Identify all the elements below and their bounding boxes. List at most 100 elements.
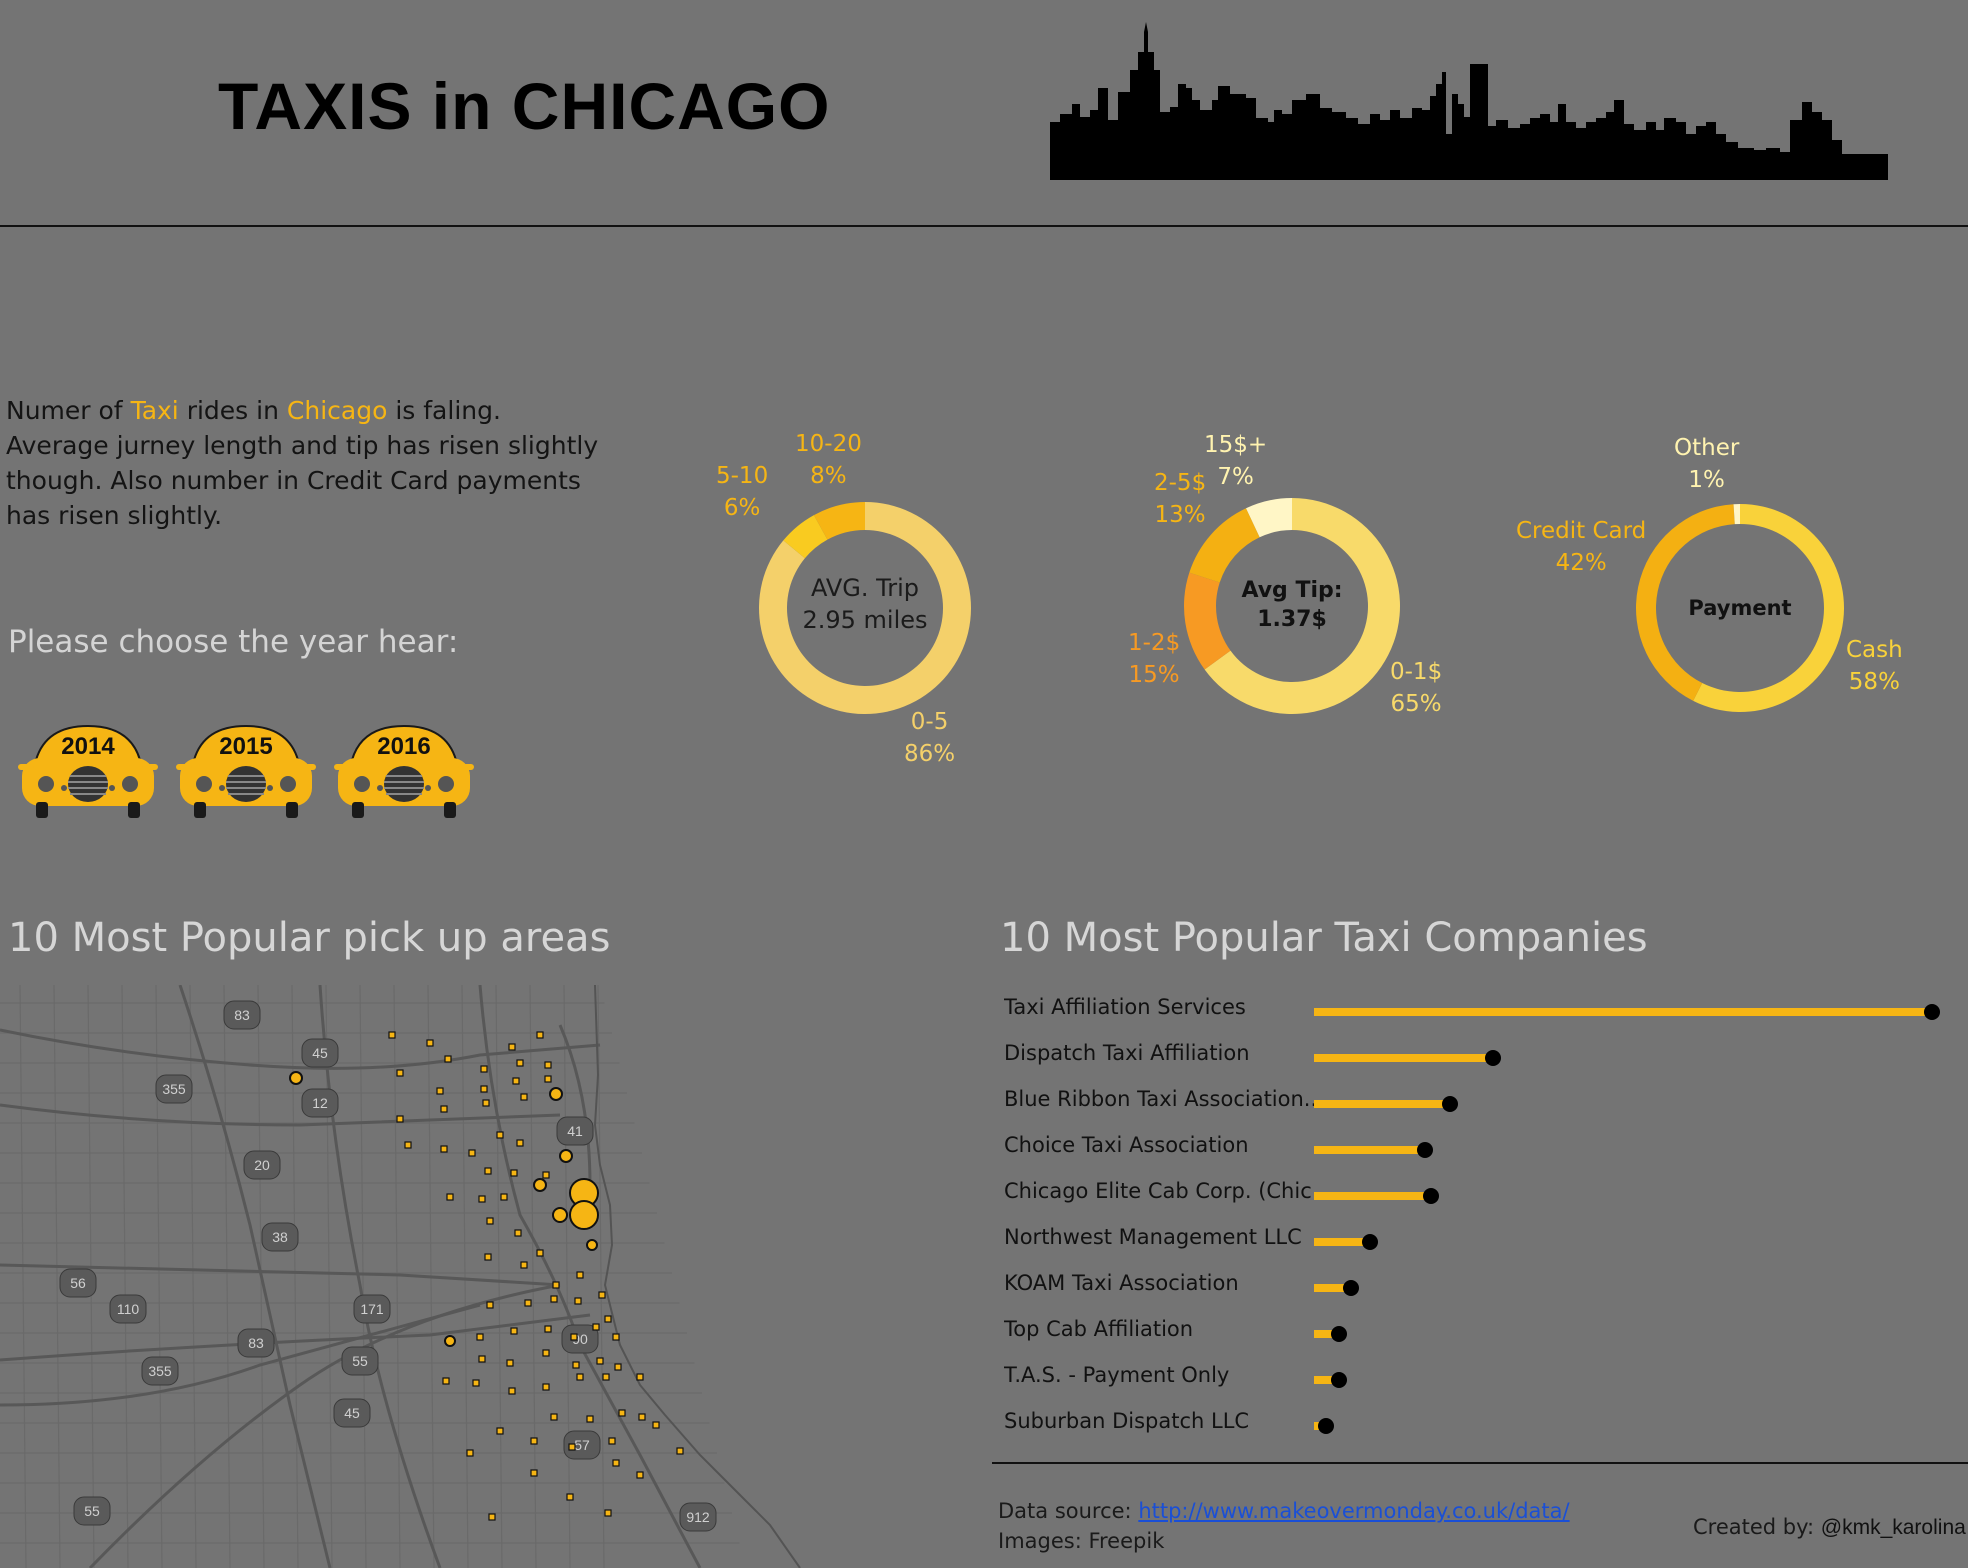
pickup-point[interactable] [484, 1167, 492, 1175]
pickup-point[interactable] [572, 1361, 580, 1369]
pickup-point[interactable] [486, 1217, 494, 1225]
company-bar-endpoint[interactable] [1330, 1326, 1347, 1342]
pickup-hotspot[interactable] [289, 1071, 303, 1085]
company-bar[interactable] [1314, 1376, 1339, 1384]
pickup-point[interactable] [506, 1359, 514, 1367]
pickup-hotspot[interactable] [586, 1239, 598, 1251]
pickup-point[interactable] [488, 1513, 496, 1521]
pickup-point[interactable] [596, 1357, 604, 1365]
pickup-point[interactable] [496, 1427, 504, 1435]
company-row[interactable]: Top Cab Affiliation [1004, 1317, 1944, 1347]
companies-bar-chart[interactable]: Taxi Affiliation Services Dispatch Taxi A… [1004, 995, 1944, 1435]
company-row[interactable]: Suburban Dispatch LLC [1004, 1409, 1944, 1439]
pickup-hotspot[interactable] [552, 1207, 568, 1223]
pickup-point[interactable] [542, 1383, 550, 1391]
pickup-hotspot[interactable] [533, 1178, 547, 1192]
pickup-point[interactable] [520, 1261, 528, 1269]
pickup-point[interactable] [524, 1299, 532, 1307]
company-bar-endpoint[interactable] [1343, 1280, 1360, 1296]
pickup-point[interactable] [544, 1075, 552, 1083]
pickup-point[interactable] [500, 1193, 508, 1201]
pickup-point[interactable] [442, 1377, 450, 1385]
company-bar[interactable] [1314, 1100, 1450, 1108]
donut-segment-2-5-[interactable] [1189, 508, 1260, 583]
pickup-point[interactable] [550, 1295, 558, 1303]
pickup-point[interactable] [530, 1469, 538, 1477]
pickup-point[interactable] [536, 1249, 544, 1257]
company-bar[interactable] [1314, 1192, 1432, 1200]
pickup-point[interactable] [612, 1333, 620, 1341]
pickup-point[interactable] [510, 1169, 518, 1177]
pickup-hotspot[interactable] [569, 1200, 599, 1230]
pickup-hotspot[interactable] [549, 1087, 563, 1101]
company-row[interactable]: Choice Taxi Association [1004, 1133, 1944, 1163]
pickup-point[interactable] [444, 1055, 452, 1063]
pickup-point[interactable] [440, 1145, 448, 1153]
trip-distance-donut[interactable] [755, 498, 975, 718]
pickup-point[interactable] [652, 1421, 660, 1429]
pickup-point[interactable] [552, 1281, 560, 1289]
pickup-point[interactable] [550, 1413, 558, 1421]
company-bar[interactable] [1314, 1238, 1370, 1246]
pickup-point[interactable] [480, 1085, 488, 1093]
pickup-point[interactable] [612, 1459, 620, 1467]
company-row[interactable]: Northwest Management LLC [1004, 1225, 1944, 1255]
pickup-point[interactable] [636, 1373, 644, 1381]
pickup-point[interactable] [618, 1409, 626, 1417]
year-button-2016[interactable]: 2016 [334, 718, 474, 822]
company-bar-endpoint[interactable] [1924, 1004, 1940, 1020]
company-bar[interactable] [1314, 1008, 1932, 1016]
pickup-point[interactable] [602, 1373, 610, 1381]
pickup-point[interactable] [586, 1415, 594, 1423]
pickup-hotspot[interactable] [444, 1335, 456, 1347]
pickup-point[interactable] [544, 1325, 552, 1333]
company-bar-endpoint[interactable] [1423, 1188, 1440, 1204]
year-button-2015[interactable]: 2015 [176, 718, 316, 822]
company-bar-endpoint[interactable] [1318, 1418, 1335, 1434]
pickup-point[interactable] [440, 1105, 448, 1113]
donut-segment-0-1-[interactable] [1204, 498, 1400, 714]
pickup-point[interactable] [512, 1077, 520, 1085]
pickup-point[interactable] [516, 1139, 524, 1147]
pickup-point[interactable] [436, 1087, 444, 1095]
pickup-point[interactable] [574, 1297, 582, 1305]
company-row[interactable]: Dispatch Taxi Affiliation [1004, 1041, 1944, 1071]
pickup-point[interactable] [484, 1253, 492, 1261]
company-bar[interactable] [1314, 1054, 1494, 1062]
pickup-point[interactable] [604, 1315, 612, 1323]
company-bar-endpoint[interactable] [1361, 1234, 1378, 1250]
company-bar[interactable] [1314, 1146, 1426, 1154]
company-row[interactable]: Taxi Affiliation Services [1004, 995, 1944, 1025]
pickup-point[interactable] [608, 1437, 616, 1445]
pickup-point[interactable] [476, 1333, 484, 1341]
pickup-point[interactable] [466, 1449, 474, 1457]
pickup-point[interactable] [496, 1131, 504, 1139]
pickup-point[interactable] [396, 1069, 404, 1077]
pickup-point[interactable] [566, 1493, 574, 1501]
pickup-point[interactable] [468, 1149, 476, 1157]
tip-donut[interactable] [1182, 496, 1402, 716]
company-bar-endpoint[interactable] [1485, 1050, 1502, 1066]
pickup-point[interactable] [568, 1443, 576, 1451]
pickup-point[interactable] [508, 1387, 516, 1395]
company-row[interactable]: T.A.S. - Payment Only [1004, 1363, 1944, 1393]
donut-segment-15-[interactable] [1246, 498, 1292, 538]
pickup-point[interactable] [426, 1039, 434, 1047]
pickup-point[interactable] [542, 1349, 550, 1357]
company-bar[interactable] [1314, 1284, 1352, 1292]
pickup-point[interactable] [396, 1115, 404, 1123]
donut-segment-1-2-[interactable] [1184, 572, 1231, 670]
pickup-point[interactable] [604, 1509, 612, 1517]
pickup-point[interactable] [576, 1271, 584, 1279]
year-button-2014[interactable]: 2014 [18, 718, 158, 822]
donut-segment-10-20[interactable] [813, 502, 865, 540]
company-row[interactable]: Chicago Elite Cab Corp. (Chic.. [1004, 1179, 1944, 1209]
pickup-point[interactable] [508, 1043, 516, 1051]
company-bar-endpoint[interactable] [1330, 1372, 1347, 1388]
pickup-point[interactable] [530, 1437, 538, 1445]
pickup-point[interactable] [510, 1327, 518, 1335]
pickup-point[interactable] [576, 1373, 584, 1381]
pickup-point[interactable] [486, 1301, 494, 1309]
donut-segment-other[interactable] [1733, 504, 1740, 525]
